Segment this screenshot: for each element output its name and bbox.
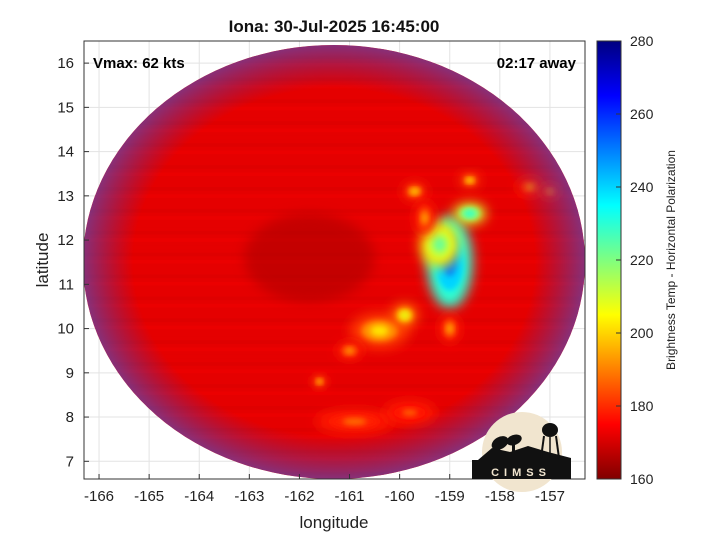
away-annotation: 02:17 away (497, 55, 577, 72)
x-tick-label: -161 (335, 488, 365, 505)
y-tick-label: 7 (66, 453, 74, 470)
x-tick-label: -162 (284, 488, 314, 505)
y-tick-label: 10 (57, 321, 74, 338)
colorbar-tick-label: 220 (630, 252, 654, 268)
x-tick-label: -159 (435, 488, 465, 505)
colorbar-tick-label: 200 (630, 325, 654, 341)
axes-box (83, 40, 586, 480)
x-tick-label: -158 (485, 488, 515, 505)
y-axis: 7 8 9 10 11 12 13 14 15 16 (57, 55, 89, 470)
chart-title: Iona: 30-Jul-2025 16:45:00 (229, 17, 440, 36)
swath-edge-shade (84, 45, 585, 479)
y-tick-label: 13 (57, 188, 74, 205)
x-tick-label: -157 (535, 488, 565, 505)
y-tick-label: 11 (58, 276, 74, 293)
x-tick-label: -163 (234, 488, 264, 505)
y-tick-label: 8 (66, 409, 74, 426)
y-tick-label: 16 (57, 55, 74, 72)
cimss-logo-text: CIMSS (491, 467, 551, 479)
y-tick-label: 9 (66, 365, 74, 382)
y-tick-label: 14 (57, 144, 74, 161)
y-tick-label: 12 (57, 232, 74, 249)
swath-image (84, 45, 585, 479)
x-axis: -166 -165 -164 -163 -162 -161 -160 -159 -158 -157 (84, 474, 565, 505)
x-tick-label: -165 (134, 488, 164, 505)
x-axis-label: longitude (299, 513, 368, 532)
cimss-logo-icon: CIMSS (472, 412, 571, 492)
vmax-annotation: Vmax: 62 kts (93, 55, 185, 72)
colorbar-label: Brightness Temp - Horizontal Polarizatio… (664, 150, 678, 370)
x-tick-label: -166 (84, 488, 114, 505)
colorbar-tick-label: 180 (630, 398, 654, 414)
colorbar: 160 180 200 220 240 260 280 Brightness Temp - … (596, 33, 678, 487)
colorbar-tick-label: 240 (630, 179, 654, 195)
x-tick-label: -164 (184, 488, 214, 505)
y-tick-label: 15 (57, 99, 74, 116)
colorbar-tick-label: 160 (630, 471, 654, 487)
colorbar-tick-label: 280 (630, 33, 654, 49)
y-axis-label: latitude (33, 233, 52, 288)
x-tick-label: -160 (385, 488, 415, 505)
colorbar-tick-label: 260 (630, 106, 654, 122)
